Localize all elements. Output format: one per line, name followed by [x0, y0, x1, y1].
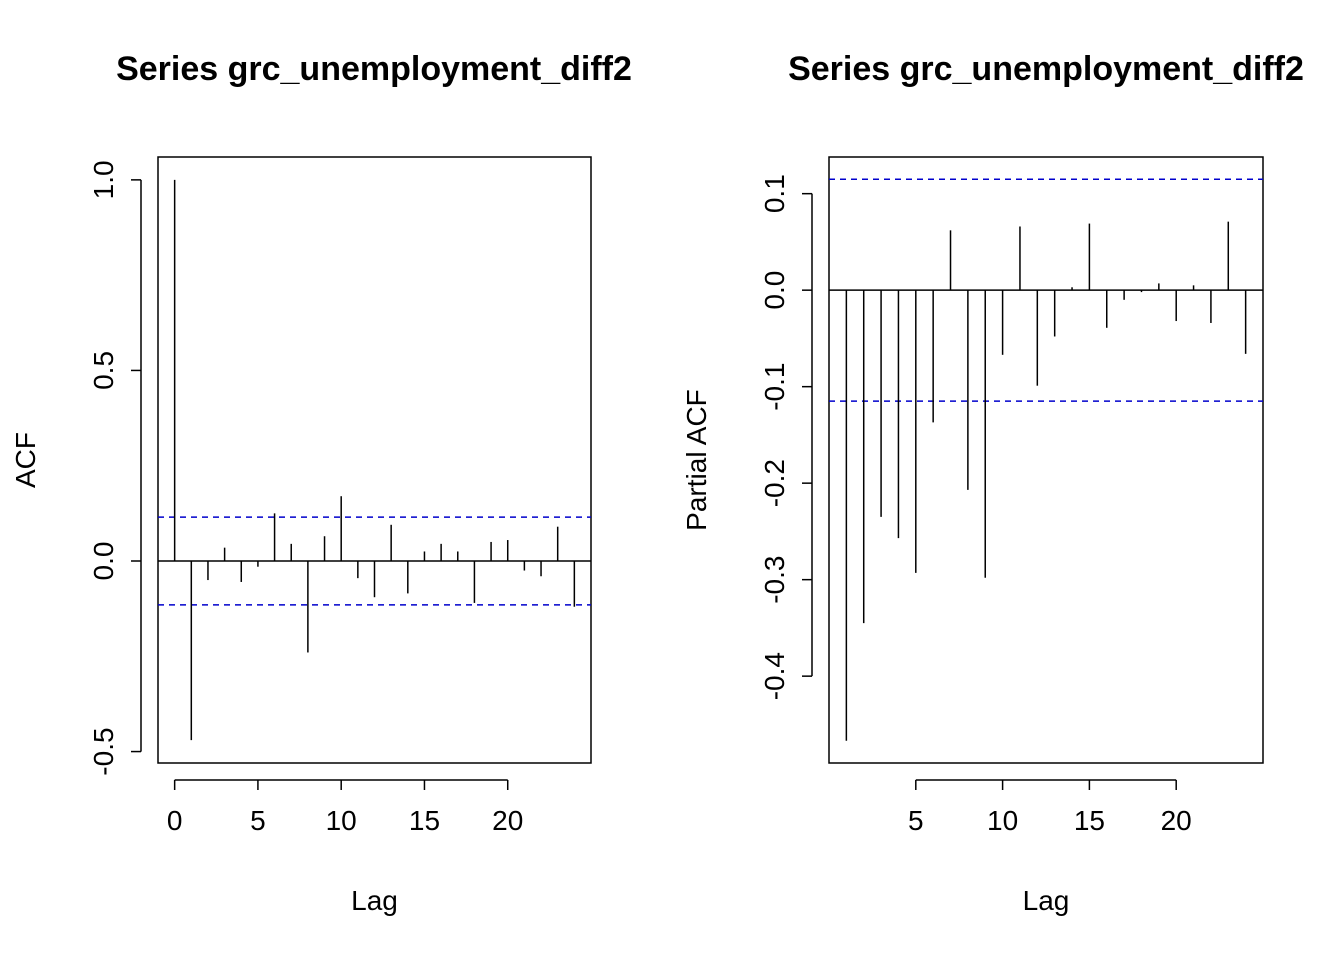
pacf-y-tick-label-3: -0.1	[759, 363, 790, 411]
acf-x-tick-label-10: 10	[326, 805, 357, 836]
acf-x-axis-label: Lag	[351, 885, 398, 916]
pacf-y-tick-label-2: -0.2	[759, 459, 790, 507]
acf-y-axis-label: ACF	[10, 432, 41, 488]
pacf-y-tick-label-1: -0.3	[759, 556, 790, 604]
pacf-x-tick-label-15: 15	[1074, 805, 1105, 836]
pacf-plot-frame	[828, 156, 1264, 764]
acf-y-tick-label-3: 1.0	[88, 160, 119, 199]
pacf-y-axis-label: Partial ACF	[681, 389, 712, 531]
acf-y-tick-label-2: 0.5	[88, 351, 119, 390]
acf-x-tick-label-20: 20	[492, 805, 523, 836]
acf-x-tick-label-5: 5	[250, 805, 266, 836]
acf-y-tick-label-0: -0.5	[88, 727, 119, 775]
acf-y-tick-label-1: 0.0	[88, 542, 119, 581]
acf-x-tick-label-15: 15	[409, 805, 440, 836]
acf-x-tick-label-0: 0	[167, 805, 183, 836]
pacf-chart-title: Series grc_unemployment_diff2	[788, 50, 1304, 88]
pacf-y-tick-label-4: 0.0	[759, 271, 790, 310]
pacf-x-tick-label-20: 20	[1161, 805, 1192, 836]
pacf-x-tick-label-10: 10	[987, 805, 1018, 836]
pacf-y-tick-label-0: -0.4	[759, 652, 790, 700]
pacf-y-tick-label-5: 0.1	[759, 174, 790, 213]
acf-chart-title: Series grc_unemployment_diff2	[116, 50, 632, 88]
acf-plot-frame	[157, 156, 592, 764]
pacf-x-tick-label-5: 5	[908, 805, 924, 836]
pacf-x-axis-label: Lag	[1023, 885, 1070, 916]
